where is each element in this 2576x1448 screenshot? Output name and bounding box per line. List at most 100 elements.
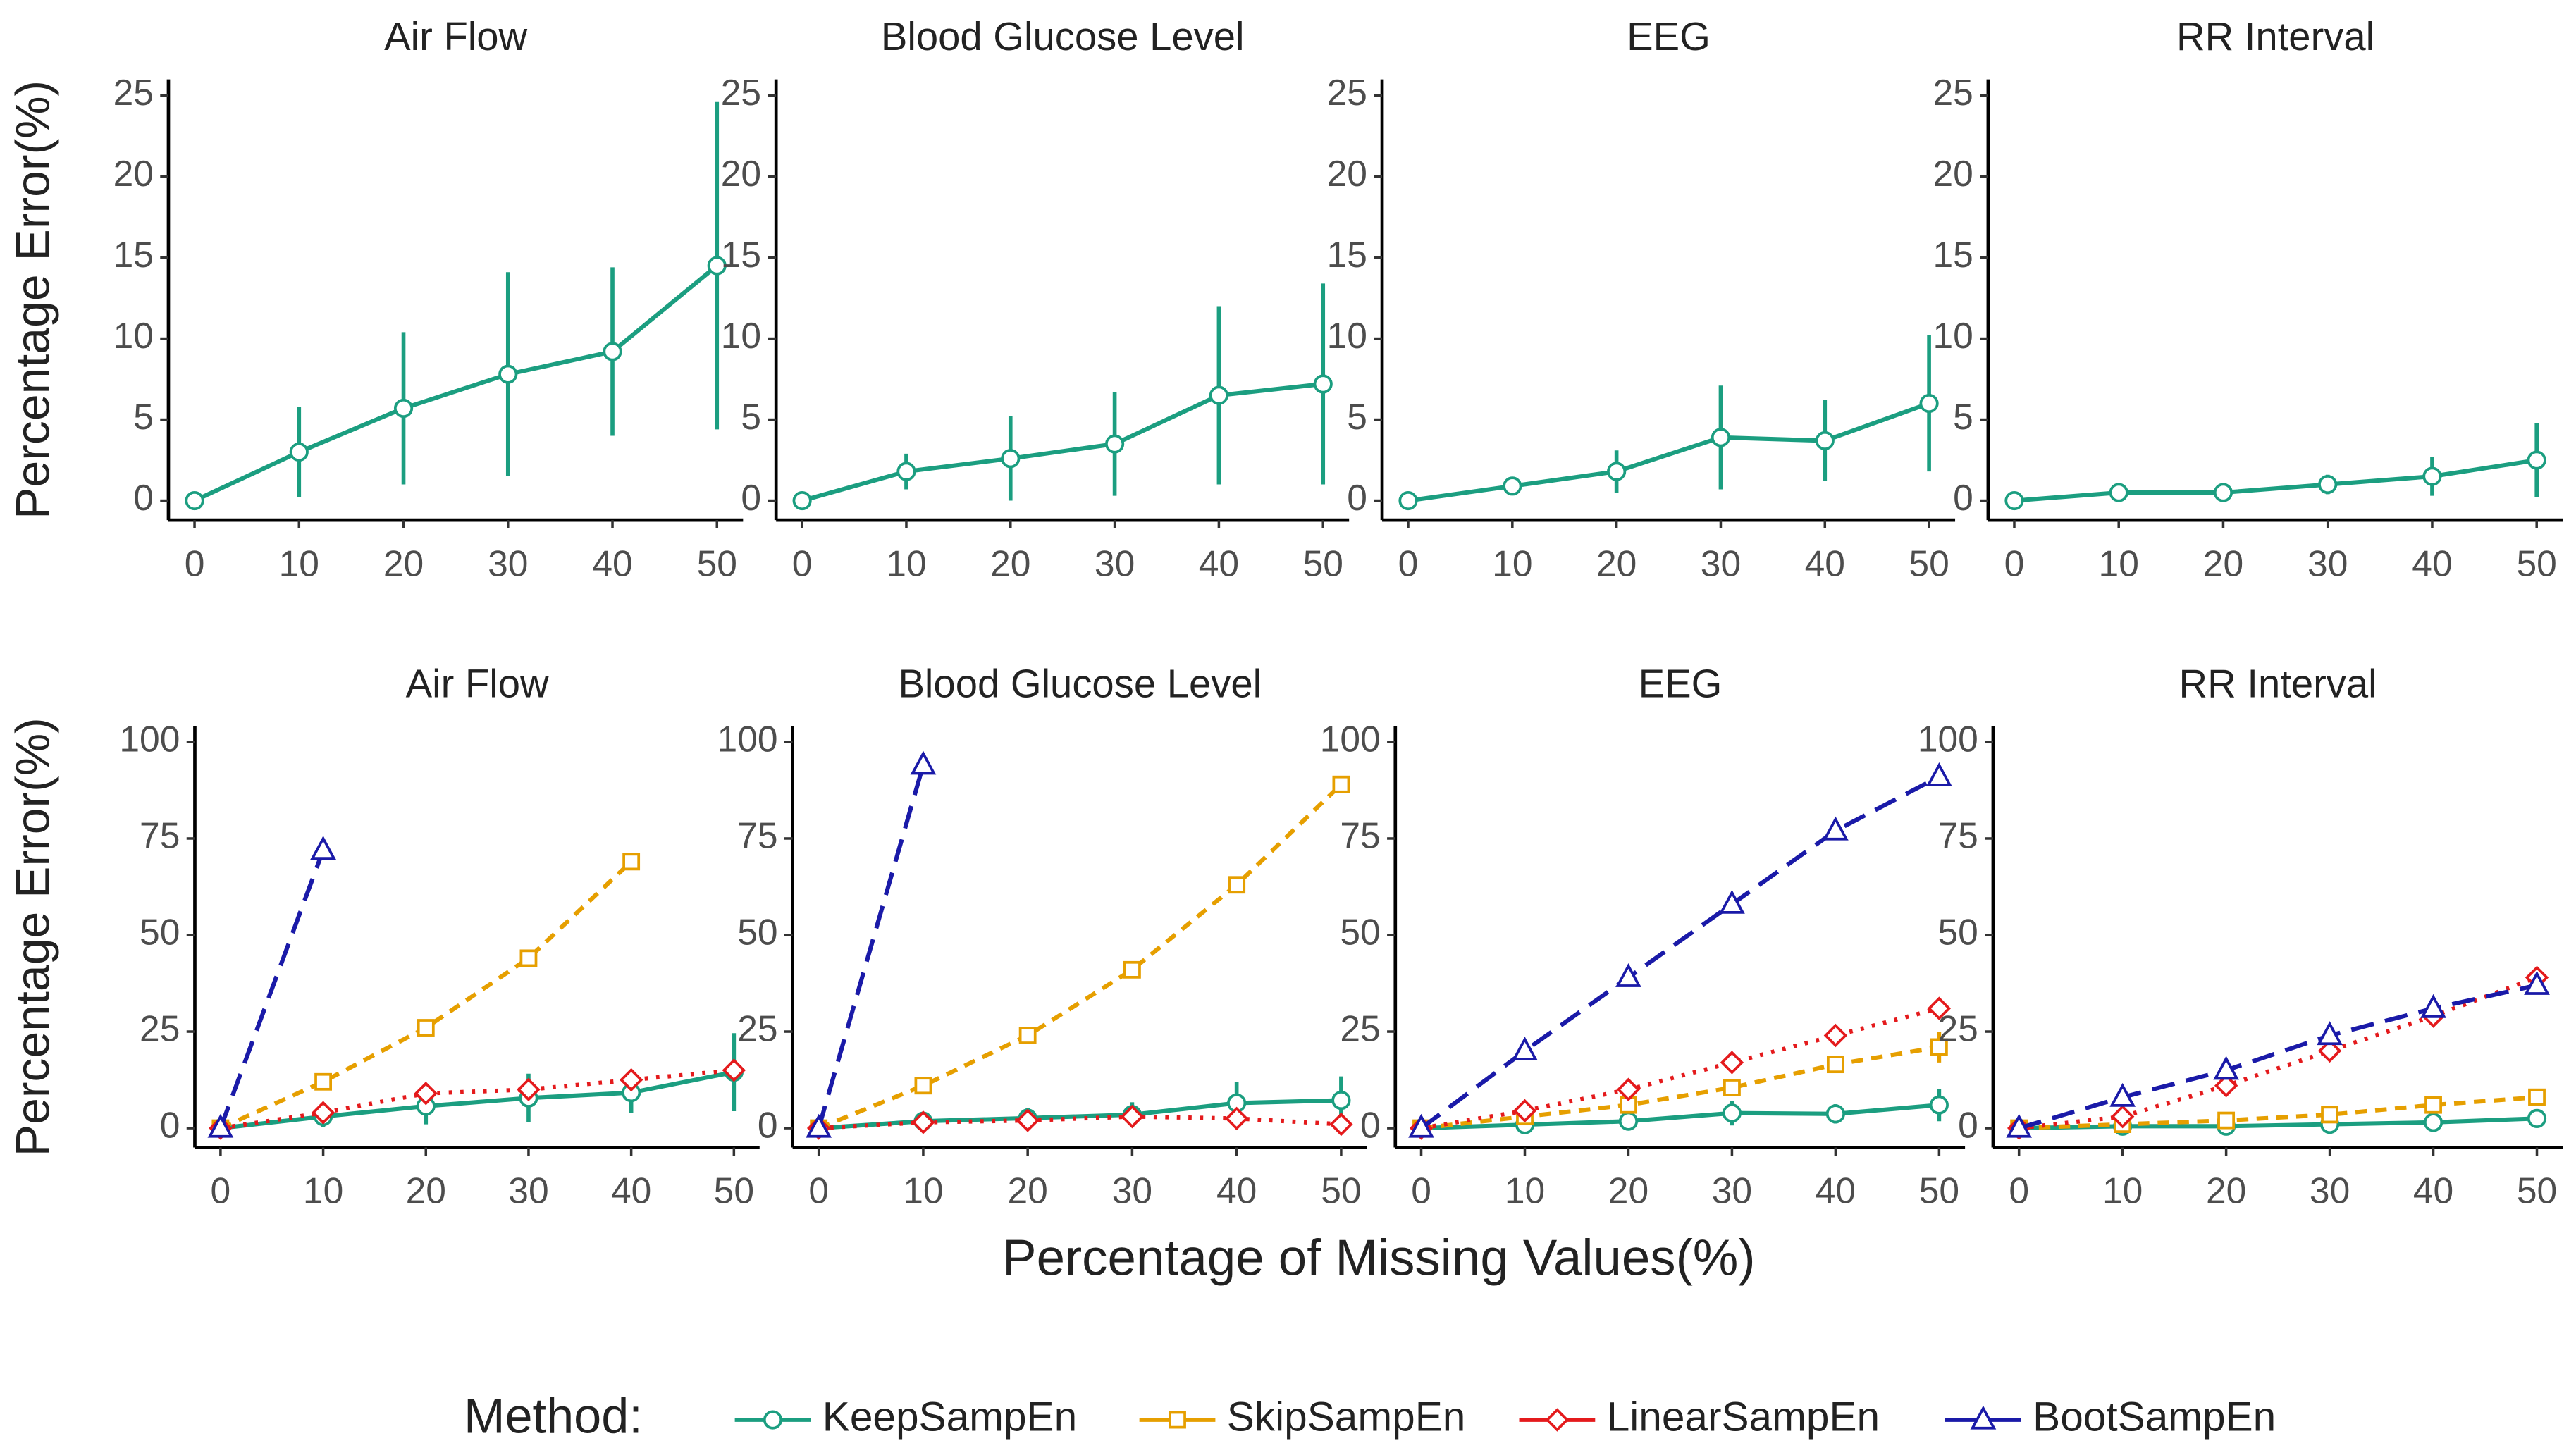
- marker: [2524, 970, 2550, 995]
- y-tick-label: 0: [1347, 477, 1367, 518]
- x-tick-label: 40: [1805, 543, 1845, 583]
- marker: [2422, 466, 2442, 486]
- marker: [1016, 1108, 1040, 1132]
- marker: [2109, 1082, 2136, 1107]
- panel-title: Blood Glucose Level: [881, 14, 1245, 58]
- y-tick-label: 10: [721, 315, 761, 356]
- series-line: [818, 1098, 1341, 1131]
- marker: [1723, 1079, 1741, 1096]
- y-tick-label: 10: [1327, 315, 1367, 356]
- y-tick-label: 20: [113, 153, 154, 194]
- marker: [2423, 1113, 2443, 1132]
- y-tick-label: 75: [140, 815, 180, 856]
- marker: [1925, 762, 1952, 786]
- x-tick-label: 10: [1505, 1170, 1545, 1211]
- marker: [1224, 1106, 1249, 1131]
- y-tick-label: 25: [1938, 1008, 1978, 1049]
- marker: [207, 1113, 234, 1138]
- marker: [1607, 462, 1627, 481]
- y-tick-label: 100: [1918, 719, 1978, 760]
- x-tick-label: 10: [2102, 1170, 2143, 1211]
- marker: [314, 1072, 332, 1091]
- marker: [707, 256, 727, 276]
- panel-title: EEG: [1639, 662, 1723, 706]
- x-tick-label: 40: [592, 543, 632, 583]
- x-tick-label: 30: [2307, 543, 2348, 583]
- y-tick-label: 15: [721, 234, 761, 275]
- marker: [896, 462, 916, 481]
- x-tick-label: 30: [1095, 543, 1135, 583]
- marker: [1919, 393, 1939, 414]
- series-line: [2019, 1095, 2537, 1131]
- series-line: [2018, 983, 2538, 1130]
- marker: [1228, 876, 1246, 894]
- y-tick-label: 0: [133, 477, 154, 518]
- y-tick-label: 25: [140, 1008, 180, 1049]
- marker: [1825, 1104, 1845, 1124]
- series-line: [1419, 774, 1940, 1130]
- marker: [792, 490, 812, 511]
- marker: [1332, 775, 1350, 793]
- y-tick-label: 50: [1938, 912, 1978, 953]
- marker: [806, 1113, 832, 1138]
- series-line: [1421, 1103, 1940, 1131]
- x-tick-label: 30: [1701, 543, 1741, 583]
- x-tick-label: 50: [714, 1170, 754, 1211]
- marker: [185, 490, 204, 511]
- series-line: [1407, 401, 1930, 503]
- x-tick-label: 0: [1411, 1170, 1431, 1211]
- marker: [393, 398, 414, 419]
- legend-marker: [1169, 1411, 1186, 1429]
- x-tick-label: 0: [185, 543, 205, 583]
- marker: [1331, 1091, 1351, 1110]
- marker: [289, 442, 309, 462]
- y-tick-label: 25: [721, 72, 761, 113]
- series-line: [816, 764, 925, 1129]
- y-tick-label: 25: [1933, 72, 1973, 113]
- marker: [2110, 1104, 2135, 1129]
- marker: [2217, 1111, 2236, 1130]
- y-tick-label: 0: [758, 1105, 778, 1146]
- y-tick-label: 0: [1360, 1105, 1381, 1146]
- marker: [1313, 374, 1333, 394]
- marker: [310, 836, 336, 860]
- x-tick-label: 50: [2517, 1170, 2557, 1211]
- x-tick-label: 20: [1596, 543, 1637, 583]
- y-tick-label: 50: [140, 912, 180, 953]
- marker: [1123, 960, 1141, 979]
- x-tick-label: 50: [1919, 1170, 1959, 1211]
- x-tick-label: 10: [2099, 543, 2139, 583]
- panel-title: Blood Glucose Level: [898, 662, 1262, 706]
- marker: [619, 1068, 643, 1092]
- marker: [2213, 1056, 2239, 1080]
- marker: [1927, 996, 1952, 1020]
- y-tick-label: 15: [1327, 234, 1367, 275]
- y-tick-label: 20: [1933, 153, 1973, 194]
- x-tick-label: 0: [211, 1170, 231, 1211]
- marker: [2321, 1106, 2338, 1124]
- marker: [2318, 474, 2338, 495]
- y-tick-label: 5: [1347, 396, 1367, 437]
- marker: [722, 1058, 746, 1082]
- x-tick-label: 20: [990, 543, 1030, 583]
- x-tick-label: 50: [1909, 543, 1949, 583]
- marker: [1823, 816, 1849, 841]
- series-line: [193, 264, 719, 503]
- y-tick-label: 75: [1938, 815, 1978, 856]
- y-tick-label: 20: [1327, 153, 1367, 194]
- series-line: [220, 1070, 734, 1131]
- y-tick-label: 0: [160, 1105, 180, 1146]
- marker: [1930, 1038, 1948, 1056]
- x-tick-label: 50: [697, 543, 737, 583]
- y-tick-label: 50: [737, 912, 777, 953]
- marker: [1209, 385, 1229, 405]
- y-tick-label: 75: [737, 815, 777, 856]
- panel-title: RR Interval: [2176, 14, 2374, 58]
- x-tick-label: 50: [1303, 543, 1343, 583]
- y-tick-label: 15: [113, 234, 154, 275]
- marker: [517, 1077, 541, 1101]
- x-axis-title: Percentage of Missing Values(%): [1002, 1229, 1755, 1286]
- x-tick-label: 10: [1492, 543, 1532, 583]
- y-tick-label: 100: [119, 719, 180, 760]
- legend-label: BootSampEn: [2033, 1394, 2276, 1440]
